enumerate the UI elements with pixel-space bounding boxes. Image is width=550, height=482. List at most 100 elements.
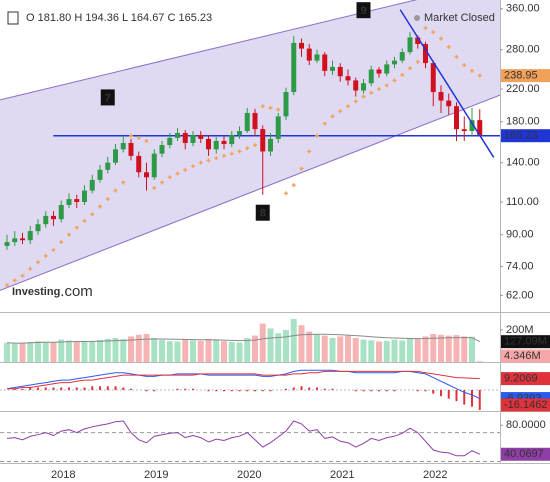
histogram-bar — [254, 389, 256, 392]
histogram-bar — [432, 389, 435, 394]
value-box — [501, 447, 550, 461]
annotation-label: 8 — [260, 208, 266, 220]
histogram-bar — [130, 388, 132, 390]
candle-body — [97, 169, 103, 180]
histogram-bar — [463, 389, 466, 405]
value-box-label: 165.23 — [504, 130, 538, 142]
candle-body — [283, 92, 289, 117]
sar-point — [439, 36, 443, 41]
candle-body — [275, 116, 281, 139]
histogram-bar — [114, 386, 117, 390]
sar-point — [423, 26, 428, 31]
trend-line — [399, 9, 495, 158]
ohlc-legend: O 181.80 H 194.36 L 164.67 C 165.23 — [26, 12, 212, 24]
sar-point — [462, 62, 467, 67]
candle-body — [66, 199, 72, 205]
candle-body — [175, 132, 180, 138]
candle-body — [4, 242, 10, 246]
candle-body — [268, 138, 273, 152]
logo-main: Investing — [12, 286, 60, 298]
volume-bar — [368, 340, 375, 362]
histogram-bar — [378, 389, 380, 392]
histogram-bar — [331, 388, 334, 390]
x-tick-label: 2019 — [144, 469, 168, 481]
channel-fill — [0, 0, 500, 291]
volume-bar — [221, 341, 227, 362]
sar-point — [105, 197, 110, 202]
candle-body — [415, 37, 421, 45]
volume-bar — [120, 339, 127, 362]
histogram-bar — [184, 388, 187, 390]
candle-body — [159, 145, 165, 154]
sar-point — [291, 183, 296, 188]
candle-body — [438, 92, 444, 101]
channel-line — [0, 94, 500, 291]
candle-body — [51, 215, 56, 220]
histogram-bar — [176, 388, 179, 390]
volume-bar — [329, 338, 336, 362]
histogram-bar — [308, 387, 311, 390]
histogram-bar — [316, 387, 318, 390]
volume-bar — [306, 331, 313, 362]
logo: Investing.com — [12, 283, 93, 300]
sar-point — [245, 146, 250, 151]
candle-body — [120, 142, 126, 150]
sar-point — [20, 273, 25, 278]
volume-bar — [275, 333, 282, 362]
histogram-bar — [153, 389, 156, 392]
candle-body — [361, 83, 366, 91]
sar-point — [183, 167, 188, 172]
sar-point — [5, 283, 9, 288]
sar-point — [330, 114, 335, 119]
y-tick-label: 220.00 — [506, 83, 540, 95]
sar-point — [431, 30, 436, 35]
sar-point — [113, 188, 118, 193]
histogram-bar — [68, 387, 70, 390]
sar-point — [253, 143, 257, 148]
sar-point — [214, 156, 219, 161]
sar-point — [206, 158, 211, 163]
candle-body — [151, 153, 157, 178]
channel-line — [0, 0, 418, 101]
histogram-bar — [478, 389, 481, 410]
candle-body — [82, 190, 87, 202]
volume-bar — [391, 339, 398, 362]
volume-bar — [128, 336, 134, 362]
volume-bar — [422, 336, 429, 362]
series-line — [6, 333, 481, 344]
volume-bar — [97, 339, 103, 362]
value-box — [501, 349, 550, 363]
candle-body — [167, 137, 173, 146]
candle-body — [113, 149, 118, 163]
sar-point — [338, 109, 343, 114]
sar-point — [415, 59, 420, 64]
sar-point — [454, 54, 459, 59]
candle-body — [454, 106, 459, 130]
y-tick-label: 360.00 — [506, 3, 540, 15]
y-tick-label: 200M — [506, 324, 534, 336]
value-box — [501, 335, 550, 349]
volume-bar — [89, 340, 96, 362]
volume-bar — [352, 338, 359, 362]
sar-point — [121, 180, 126, 185]
histogram-bar — [246, 389, 249, 392]
sar-point — [12, 278, 17, 283]
series-line — [7, 370, 480, 390]
value-box-label: 9.2069 — [504, 372, 538, 384]
histogram-bar — [29, 387, 32, 390]
series-line — [6, 369, 481, 400]
value-box — [501, 129, 550, 143]
value-box-label: 238.95 — [504, 69, 538, 81]
histogram-bar — [440, 389, 442, 397]
annotation-label: 9 — [360, 5, 366, 17]
histogram-bar — [83, 387, 86, 390]
sar-point — [400, 72, 405, 77]
histogram-bar — [354, 389, 357, 392]
sar-point — [268, 105, 273, 110]
candle-body — [182, 132, 188, 143]
volume-bar — [190, 340, 196, 362]
volume-bar — [469, 336, 475, 362]
sar-point — [315, 133, 319, 138]
candle-body — [136, 155, 142, 173]
